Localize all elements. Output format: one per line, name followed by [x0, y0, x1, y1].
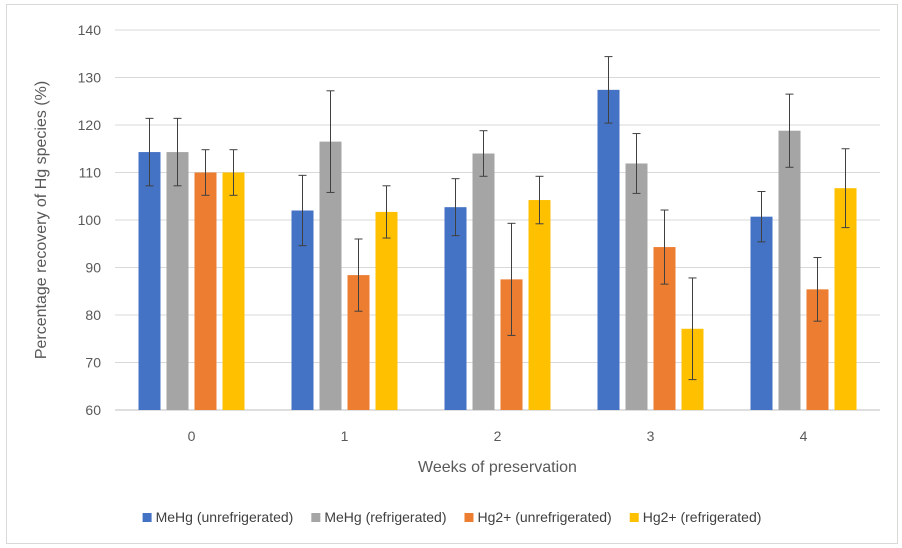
- legend-label: Hg2+ (refrigerated): [643, 509, 762, 525]
- y-axis-title: Percentage recovery of Hg species (%): [33, 81, 50, 359]
- legend-item: Hg2+ (unrefrigerated): [464, 509, 612, 525]
- bar: [444, 207, 467, 410]
- legend-swatch: [142, 513, 152, 522]
- bars: [138, 89, 857, 410]
- bar: [166, 152, 189, 410]
- bar: [653, 247, 676, 410]
- bar: [472, 153, 495, 410]
- bar: [834, 188, 857, 410]
- legend-label: MeHg (unrefrigerated): [156, 509, 294, 525]
- legend-item: MeHg (refrigerated): [311, 509, 446, 525]
- x-tick-label: 4: [800, 428, 808, 444]
- x-tick-label: 0: [188, 428, 196, 444]
- bar: [138, 152, 161, 410]
- bar: [194, 172, 217, 410]
- y-tick-label: 100: [78, 212, 102, 228]
- legend-label: MeHg (refrigerated): [324, 509, 446, 525]
- error-bar: [535, 175, 544, 225]
- bar: [347, 275, 370, 410]
- error-bar: [688, 277, 697, 381]
- bar: [778, 130, 801, 410]
- error-bar: [632, 133, 641, 194]
- y-tick-label: 70: [85, 355, 101, 371]
- error-bar: [757, 191, 766, 243]
- x-tick-labels: 0 1 2 3 4: [188, 428, 808, 444]
- y-tick-label: 80: [85, 307, 101, 323]
- legend-item: Hg2+ (refrigerated): [629, 509, 762, 525]
- error-bar: [173, 117, 182, 187]
- x-tick-label: 2: [494, 428, 502, 444]
- legend-item: MeHg (unrefrigerated): [142, 509, 294, 525]
- x-tick-label: 1: [341, 428, 349, 444]
- bar: [375, 211, 398, 410]
- bar: [750, 216, 773, 410]
- bar: [597, 89, 620, 410]
- legend-swatch: [629, 513, 639, 522]
- error-bar: [229, 149, 238, 196]
- bar: [806, 289, 829, 410]
- legend-swatch: [311, 513, 321, 522]
- y-tick-label: 110: [79, 165, 102, 181]
- y-tick-label: 90: [85, 260, 101, 276]
- bar: [500, 279, 523, 410]
- error-bar: [604, 56, 613, 124]
- error-bar: [785, 93, 794, 168]
- legend-label: Hg2+ (unrefrigerated): [477, 509, 611, 525]
- error-bar: [841, 148, 850, 229]
- legend-swatch: [464, 513, 474, 522]
- x-tick-label: 3: [647, 428, 655, 444]
- error-bar: [382, 185, 391, 239]
- bar: [319, 141, 342, 410]
- error-bar: [145, 117, 154, 187]
- error-bar: [451, 178, 460, 237]
- y-tick-label: 60: [85, 402, 101, 418]
- error-bar: [298, 174, 307, 247]
- error-bar: [479, 130, 488, 177]
- bar: [625, 163, 648, 410]
- x-axis-title: Weeks of preservation: [418, 459, 577, 476]
- y-tick-label: 140: [78, 22, 102, 38]
- y-tick-label: 120: [78, 117, 102, 133]
- y-tick-labels: 60 70 80 90 100 110 120 130 140: [78, 22, 102, 418]
- legend: MeHg (unrefrigerated) MeHg (refrigerated)…: [142, 509, 762, 525]
- error-bar: [354, 238, 363, 312]
- y-tick-label: 130: [78, 70, 102, 86]
- bar: [291, 210, 314, 410]
- error-bar: [326, 90, 335, 193]
- bar: [222, 172, 245, 410]
- error-bar: [201, 149, 210, 196]
- error-bar: [507, 222, 516, 336]
- error-bar: [660, 209, 669, 285]
- bar: [528, 200, 551, 410]
- error-bars: [145, 56, 850, 381]
- error-bar: [813, 257, 822, 322]
